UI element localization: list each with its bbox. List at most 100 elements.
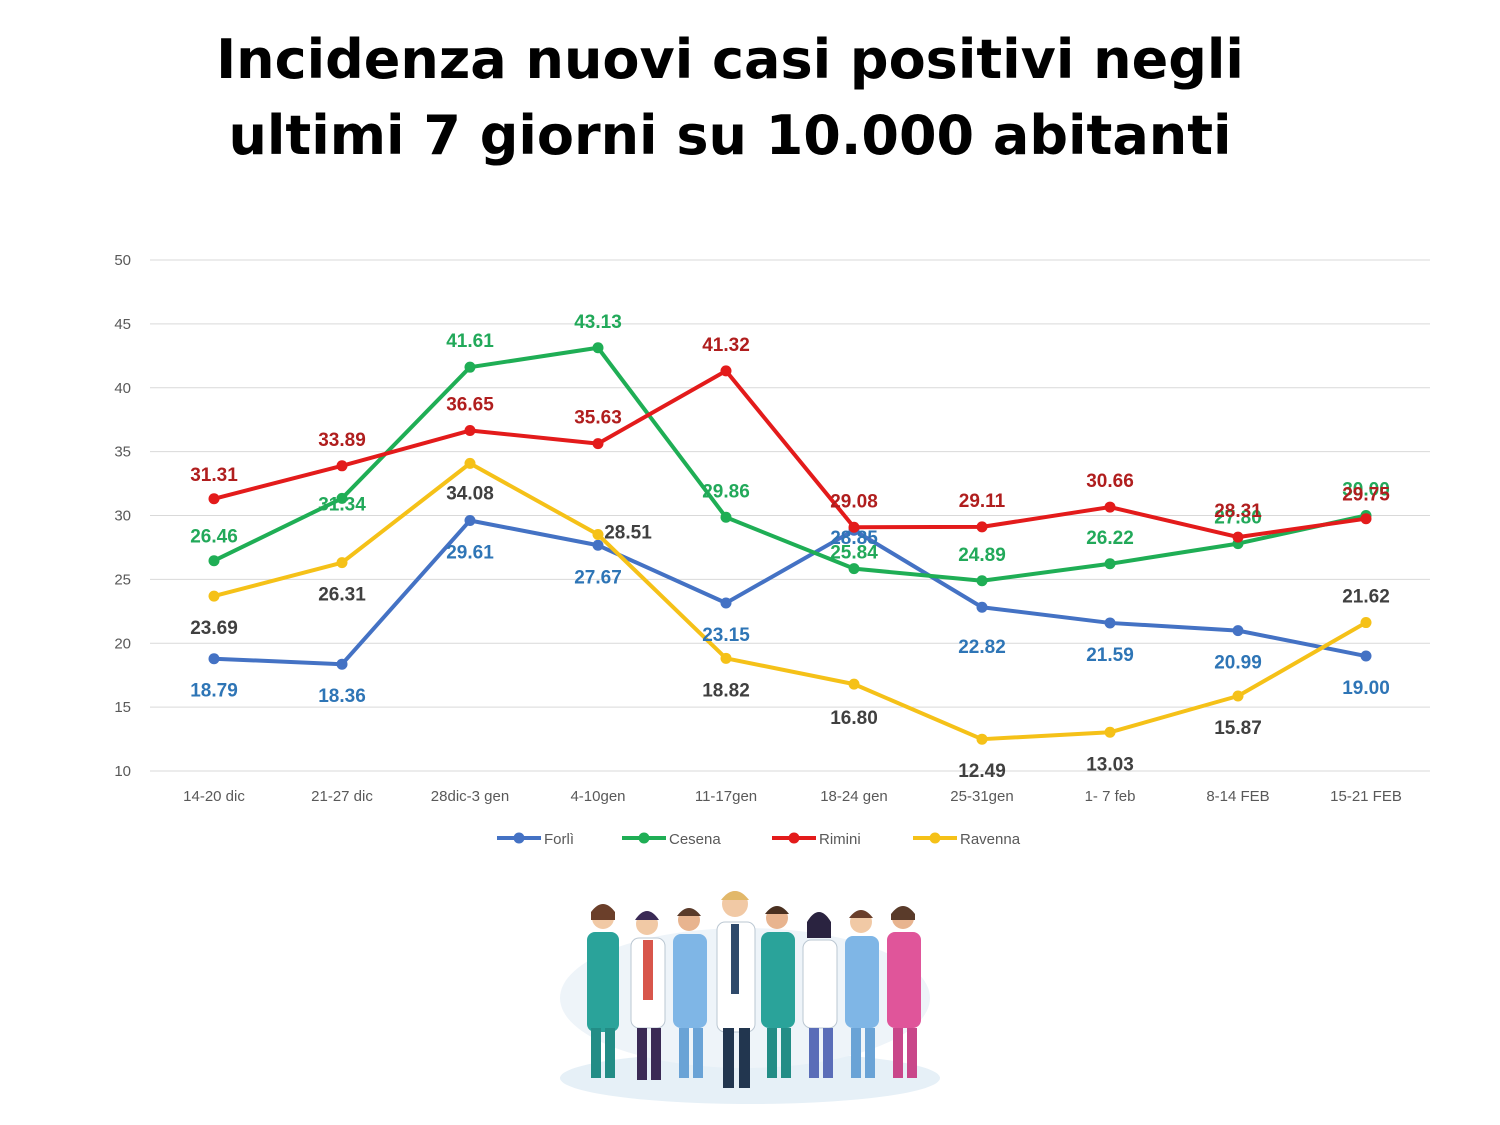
legend-label: Cesena — [669, 831, 721, 848]
medical-staff-group-icon — [560, 891, 940, 1104]
data-label: 18.79 — [190, 681, 238, 702]
y-tick-label: 45 — [114, 316, 131, 333]
data-point — [464, 457, 476, 469]
data-point — [848, 678, 860, 690]
data-point — [1104, 617, 1116, 629]
data-label: 24.89 — [958, 545, 1006, 566]
legend-label: Ravenna — [960, 831, 1021, 848]
data-point — [976, 575, 988, 587]
data-point — [208, 493, 220, 505]
data-label: 26.22 — [1086, 528, 1134, 549]
data-label: 27.80 — [1214, 508, 1262, 529]
data-labels: 18.79 18.36 29.61 27.67 23.15 28.85 22.82 21.59… — [190, 312, 1390, 782]
data-label: 16.80 — [830, 708, 878, 729]
y-tick-label: 35 — [114, 444, 131, 461]
data-label: 41.32 — [702, 335, 750, 356]
data-point — [976, 601, 988, 613]
data-point — [208, 555, 220, 567]
data-point — [848, 563, 860, 575]
data-point — [336, 658, 348, 670]
data-label: 25.84 — [830, 543, 878, 564]
series-line-forl — [212, 518, 1368, 667]
data-point — [1360, 617, 1372, 629]
chart-title: Incidenza nuovi casi positivi negli ulti… — [0, 22, 1460, 174]
x-tick-label: 8-14 FEB — [1206, 788, 1269, 805]
data-label: 29.86 — [702, 481, 750, 502]
data-label: 28.51 — [604, 523, 652, 544]
data-label: 21.62 — [1342, 587, 1390, 608]
legend-marker — [638, 832, 650, 844]
data-point — [592, 529, 604, 541]
data-point — [464, 361, 476, 373]
data-point — [720, 365, 732, 377]
x-tick-label: 1- 7 feb — [1085, 788, 1136, 805]
y-tick-label: 25 — [114, 571, 131, 588]
y-tick-label: 15 — [114, 699, 131, 716]
data-label: 41.61 — [446, 331, 494, 352]
data-point — [208, 590, 220, 602]
data-point — [336, 460, 348, 472]
data-point — [1104, 501, 1116, 513]
data-label: 23.69 — [190, 618, 238, 639]
data-label: 29.11 — [959, 491, 1006, 512]
y-tick-label: 30 — [114, 508, 131, 525]
data-label: 26.46 — [190, 527, 238, 548]
data-label: 29.08 — [830, 491, 878, 512]
x-tick-label: 14-20 dic — [183, 788, 245, 805]
axis-labels: 10 15 20 25 30 35 40 45 50 14-20 dic 21-27 dic 28di… — [114, 252, 1402, 805]
data-label: 29.61 — [446, 542, 494, 563]
data-label: 30.66 — [1086, 471, 1134, 492]
x-tick-label: 15-21 FEB — [1330, 788, 1402, 805]
data-label: 36.65 — [446, 395, 494, 416]
data-label: 15.87 — [1214, 718, 1262, 739]
legend-marker — [788, 832, 800, 844]
data-label: 43.13 — [574, 312, 622, 333]
x-tick-label: 28dic-3 gen — [431, 788, 509, 805]
legend-label: Forlì — [544, 831, 574, 848]
legend-label: Rimini — [819, 831, 861, 848]
series-line-rimini — [212, 368, 1368, 540]
data-point — [208, 653, 220, 665]
data-label: 18.82 — [702, 680, 750, 701]
data-label: 34.08 — [446, 483, 494, 504]
data-label: 28.31 — [1214, 501, 1262, 522]
data-point — [1232, 690, 1244, 702]
data-point — [336, 492, 348, 504]
x-tick-label: 18-24 gen — [820, 788, 888, 805]
y-tick-label: 20 — [114, 635, 131, 652]
data-label: 27.67 — [574, 567, 622, 588]
x-tick-label: 11-17gen — [695, 788, 757, 805]
data-point — [592, 539, 604, 551]
data-label: 13.03 — [1086, 754, 1134, 775]
data-label: 18.36 — [318, 686, 366, 707]
x-tick-label: 4-10gen — [570, 788, 625, 805]
data-point — [720, 511, 732, 523]
data-label: 29.75 — [1342, 485, 1390, 506]
chart-title-line-2: ultimi 7 giorni su 10.000 abitanti — [228, 104, 1232, 167]
data-point — [1360, 650, 1372, 662]
data-label: 35.63 — [574, 408, 622, 429]
data-label: 31.31 — [190, 465, 238, 486]
series-lines — [208, 342, 1372, 745]
data-label: 33.89 — [318, 430, 366, 451]
data-label: 21.59 — [1086, 645, 1134, 666]
series-line-ravenna — [212, 461, 1368, 742]
data-point — [464, 425, 476, 437]
data-label: 31.34 — [318, 494, 366, 515]
chart-title-line-1: Incidenza nuovi casi positivi negli — [216, 28, 1244, 91]
data-point — [336, 557, 348, 569]
grid-lines — [150, 259, 1430, 772]
legend-marker — [929, 832, 941, 844]
line-chart: 10 15 20 25 30 35 40 45 50 14-20 dic 21-27 dic 28di… — [114, 252, 1430, 848]
data-label: 23.15 — [702, 625, 750, 646]
x-tick-label: 25-31gen — [950, 788, 1013, 805]
data-point — [592, 342, 604, 354]
data-label: 26.31 — [318, 585, 366, 606]
data-label: 19.00 — [1342, 678, 1390, 699]
staff-figures — [587, 891, 921, 1088]
data-point — [1104, 726, 1116, 738]
x-tick-label: 21-27 dic — [311, 788, 373, 805]
data-point — [464, 514, 476, 526]
legend: Forlì Cesena Rimini Ravenna — [497, 831, 1021, 848]
data-point — [592, 438, 604, 450]
